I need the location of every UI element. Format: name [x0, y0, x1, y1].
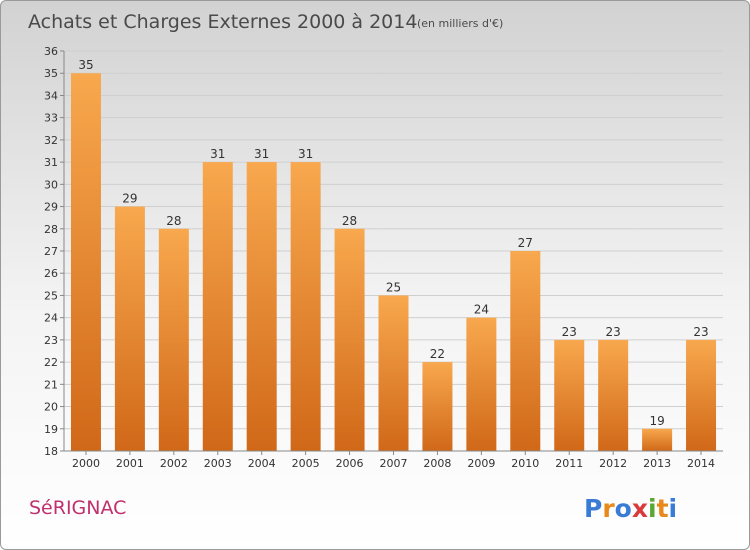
bar-value-label: 31	[210, 147, 225, 161]
bar-value-label: 24	[474, 303, 489, 317]
y-tick-label: 25	[44, 289, 58, 302]
bar	[70, 73, 101, 451]
x-tick-label: 2007	[380, 457, 408, 470]
bar	[378, 295, 409, 451]
x-axis: 2000 2001 2002 2003 2004 2005 2006 2007 2008 2009…	[64, 450, 723, 470]
bar-value-label: 31	[254, 147, 269, 161]
y-tick-label: 33	[44, 112, 58, 125]
bar	[290, 162, 321, 451]
y-tick-label: 30	[44, 178, 58, 191]
y-tick-label: 22	[44, 356, 58, 369]
y-tick-label: 18	[44, 445, 58, 458]
x-tick-label: 2012	[599, 457, 627, 470]
bar-value-label: 23	[606, 325, 621, 339]
y-tick-label: 34	[44, 89, 58, 102]
logo-letter: o	[615, 494, 632, 523]
bar	[598, 339, 629, 451]
x-tick-label: 2010	[511, 457, 539, 470]
bar	[466, 317, 497, 451]
y-tick-label: 29	[44, 201, 58, 214]
y-tick-label: 28	[44, 223, 58, 236]
bar-value-label: 23	[562, 325, 577, 339]
bars: 35 29 28 31 31 31 28 25 22 24 27 23 23 19 23	[70, 58, 717, 451]
x-tick-label: 2001	[116, 457, 144, 470]
place-name: SéRIGNAC	[29, 497, 126, 519]
logo-letter: r	[602, 494, 615, 523]
bar-value-label: 28	[166, 214, 181, 228]
chart-unit: (en milliers d'€)	[417, 17, 503, 30]
bar-value-label: 35	[78, 58, 93, 72]
y-tick-label: 19	[44, 423, 58, 436]
y-axis: 18 19 20 21 22 23 24 25 26 27 28 29 30 31 32 33 34 35 36	[44, 45, 65, 458]
y-tick-label: 35	[44, 67, 58, 80]
bar-value-label: 27	[518, 236, 533, 250]
bar	[334, 228, 365, 451]
x-tick-label: 2004	[248, 457, 276, 470]
bar	[202, 162, 233, 451]
y-tick-label: 23	[44, 334, 58, 347]
bar	[158, 228, 189, 451]
bar-value-label: 28	[342, 214, 357, 228]
chart-title: Achats et Charges Externes 2000 à 2014	[28, 11, 417, 33]
bar	[554, 339, 585, 451]
y-tick-label: 31	[44, 156, 58, 169]
x-tick-label: 2008	[423, 457, 451, 470]
logo-letter: P	[584, 494, 602, 523]
bar-value-label: 31	[298, 147, 313, 161]
x-tick-label: 2005	[292, 457, 320, 470]
x-tick-label: 2002	[160, 457, 188, 470]
y-tick-label: 21	[44, 378, 58, 391]
y-tick-label: 27	[44, 245, 58, 258]
bar-value-label: 19	[649, 414, 664, 428]
bar-value-label: 29	[122, 192, 137, 206]
proxiti-logo[interactable]: Proxiti	[584, 494, 677, 523]
bar	[686, 339, 717, 451]
x-tick-label: 2014	[687, 457, 715, 470]
x-tick-label: 2006	[336, 457, 364, 470]
bar	[114, 206, 145, 451]
bar-value-label: 23	[693, 325, 708, 339]
x-tick-label: 2013	[643, 457, 671, 470]
y-tick-label: 36	[44, 45, 58, 58]
y-tick-label: 20	[44, 401, 58, 414]
y-tick-label: 24	[44, 312, 58, 325]
y-tick-label: 32	[44, 134, 58, 147]
x-tick-label: 2011	[555, 457, 583, 470]
logo-letter: t	[657, 494, 669, 523]
bar	[422, 362, 453, 451]
x-tick-label: 2003	[204, 457, 232, 470]
bar	[642, 428, 673, 451]
bar	[510, 251, 541, 451]
logo-letter: x	[632, 494, 648, 523]
bar-value-label: 22	[430, 347, 445, 361]
logo-letter: i	[669, 494, 678, 523]
bar	[246, 162, 277, 451]
logo-letter: i	[648, 494, 657, 523]
x-tick-label: 2009	[467, 457, 495, 470]
x-tick-label: 2000	[72, 457, 100, 470]
y-tick-label: 26	[44, 267, 58, 280]
bar-value-label: 25	[386, 280, 401, 294]
